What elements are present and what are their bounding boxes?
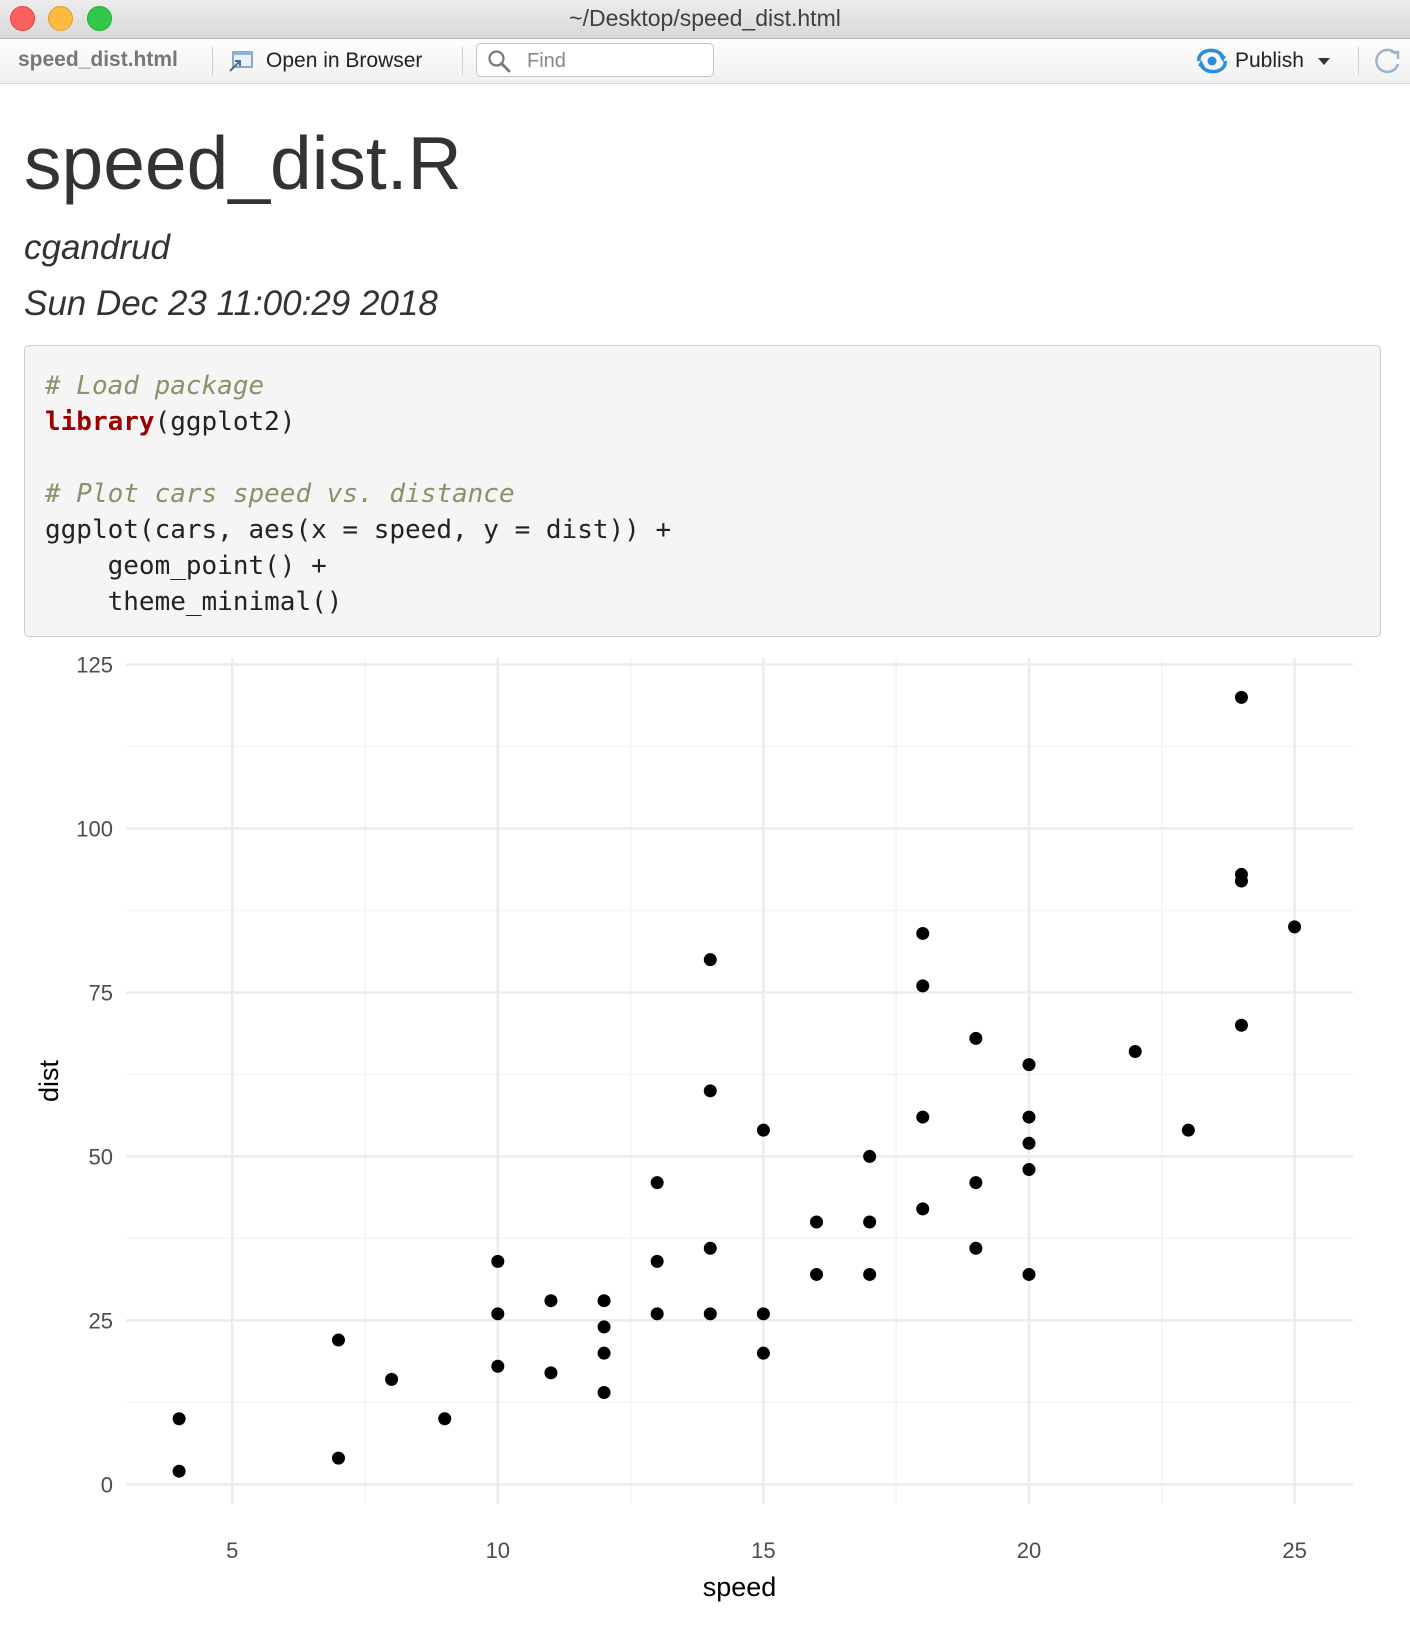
- data-point: [1234, 867, 1248, 881]
- data-point: [756, 1307, 770, 1321]
- data-point: [650, 1176, 664, 1190]
- viewer-toolbar: speed_dist.html Open in Browser Publish: [0, 39, 1410, 84]
- y-tick-label: 0: [101, 1472, 113, 1497]
- data-point: [703, 1307, 717, 1321]
- data-point: [544, 1294, 558, 1308]
- data-point: [172, 1464, 186, 1478]
- document-date: Sun Dec 23 11:00:29 2018: [24, 284, 438, 323]
- chevron-down-icon[interactable]: [1317, 57, 1330, 65]
- data-point: [863, 1149, 877, 1163]
- data-point: [916, 1202, 930, 1216]
- data-point: [1288, 920, 1302, 934]
- code-line: theme_minimal(): [45, 587, 343, 617]
- data-point: [491, 1254, 505, 1268]
- refresh-icon[interactable]: [1370, 44, 1404, 78]
- y-tick-label: 75: [89, 980, 113, 1005]
- window-close-button[interactable]: [10, 6, 35, 31]
- window-zoom-button[interactable]: [87, 6, 112, 31]
- code-blank-line: [45, 440, 1360, 476]
- data-point: [385, 1372, 399, 1386]
- data-point: [863, 1215, 877, 1229]
- data-point: [969, 1176, 983, 1190]
- data-point: [756, 1346, 770, 1360]
- publish-button[interactable]: Publish: [1195, 45, 1330, 77]
- data-point: [438, 1412, 452, 1426]
- data-point: [916, 979, 930, 993]
- data-point: [172, 1412, 186, 1426]
- find-box[interactable]: [476, 43, 714, 77]
- code-line: geom_point() +: [45, 551, 327, 581]
- data-point: [703, 953, 717, 967]
- data-point: [597, 1346, 611, 1360]
- y-tick-label: 125: [76, 653, 113, 678]
- open-in-browser-button[interactable]: Open in Browser: [228, 45, 422, 77]
- toolbar-divider: [212, 47, 213, 75]
- data-point: [650, 1254, 664, 1268]
- data-point: [650, 1307, 664, 1321]
- data-point: [916, 926, 930, 940]
- search-icon: [488, 50, 511, 73]
- publish-label: Publish: [1235, 49, 1304, 72]
- data-point: [1234, 690, 1248, 704]
- data-point: [1022, 1163, 1036, 1177]
- y-tick-label: 25: [89, 1308, 113, 1333]
- code-keyword: library: [45, 407, 155, 437]
- open-browser-icon: [229, 51, 253, 72]
- data-point: [1234, 1018, 1248, 1032]
- publish-icon: [1197, 48, 1227, 74]
- data-point: [597, 1386, 611, 1400]
- x-tick-label: 25: [1282, 1538, 1306, 1563]
- data-point: [969, 1241, 983, 1255]
- document-author: cgandrud: [24, 228, 170, 267]
- page-title: speed_dist.R: [24, 121, 462, 205]
- scatter-plot: 5 10 15 20 25 0 25 50 75 100 125 speed dist: [34, 653, 1353, 1602]
- data-point: [1022, 1136, 1036, 1150]
- data-point: [491, 1307, 505, 1321]
- data-point: [331, 1333, 345, 1347]
- code-text: (ggplot2): [154, 407, 296, 437]
- data-point: [863, 1267, 877, 1281]
- find-input[interactable]: [525, 48, 709, 74]
- x-axis-title: speed: [703, 1572, 777, 1602]
- data-point: [1022, 1110, 1036, 1124]
- data-point: [1022, 1058, 1036, 1072]
- data-point: [544, 1366, 558, 1380]
- data-point: [331, 1451, 345, 1465]
- data-point: [491, 1359, 505, 1373]
- data-point: [597, 1320, 611, 1334]
- x-tick-label: 10: [486, 1538, 510, 1563]
- x-tick-label: 15: [751, 1538, 775, 1563]
- data-point: [756, 1123, 770, 1137]
- data-point: [916, 1110, 930, 1124]
- y-tick-label: 50: [89, 1144, 113, 1169]
- toolbar-divider: [462, 47, 463, 75]
- toolbar-divider: [1358, 47, 1359, 75]
- data-point: [1181, 1123, 1195, 1137]
- x-tick-label: 20: [1017, 1538, 1041, 1563]
- data-point: [703, 1241, 717, 1255]
- code-line: library(ggplot2): [45, 404, 1360, 440]
- data-point: [969, 1031, 983, 1045]
- code-comment: # Load package: [45, 371, 265, 401]
- file-name-label: speed_dist.html: [18, 48, 178, 71]
- y-tick-label: 100: [76, 817, 113, 842]
- data-point: [1128, 1044, 1142, 1058]
- code-block: # Load package library(ggplot2) # Plot c…: [24, 345, 1381, 637]
- data-point: [703, 1084, 717, 1098]
- data-point: [597, 1294, 611, 1308]
- code-line: ggplot(cars, aes(x = speed, y = dist)) +: [45, 515, 672, 545]
- window-minimize-button[interactable]: [48, 6, 73, 31]
- code-comment: # Plot cars speed vs. distance: [45, 479, 515, 509]
- window-title: ~/Desktop/speed_dist.html: [569, 5, 841, 31]
- data-point: [810, 1267, 824, 1281]
- data-point: [1022, 1267, 1036, 1281]
- x-tick-label: 5: [226, 1538, 238, 1563]
- open-in-browser-label: Open in Browser: [266, 49, 423, 72]
- window-titlebar: ~/Desktop/speed_dist.html: [0, 0, 1410, 39]
- data-point: [810, 1215, 824, 1229]
- y-axis-title: dist: [34, 1060, 64, 1103]
